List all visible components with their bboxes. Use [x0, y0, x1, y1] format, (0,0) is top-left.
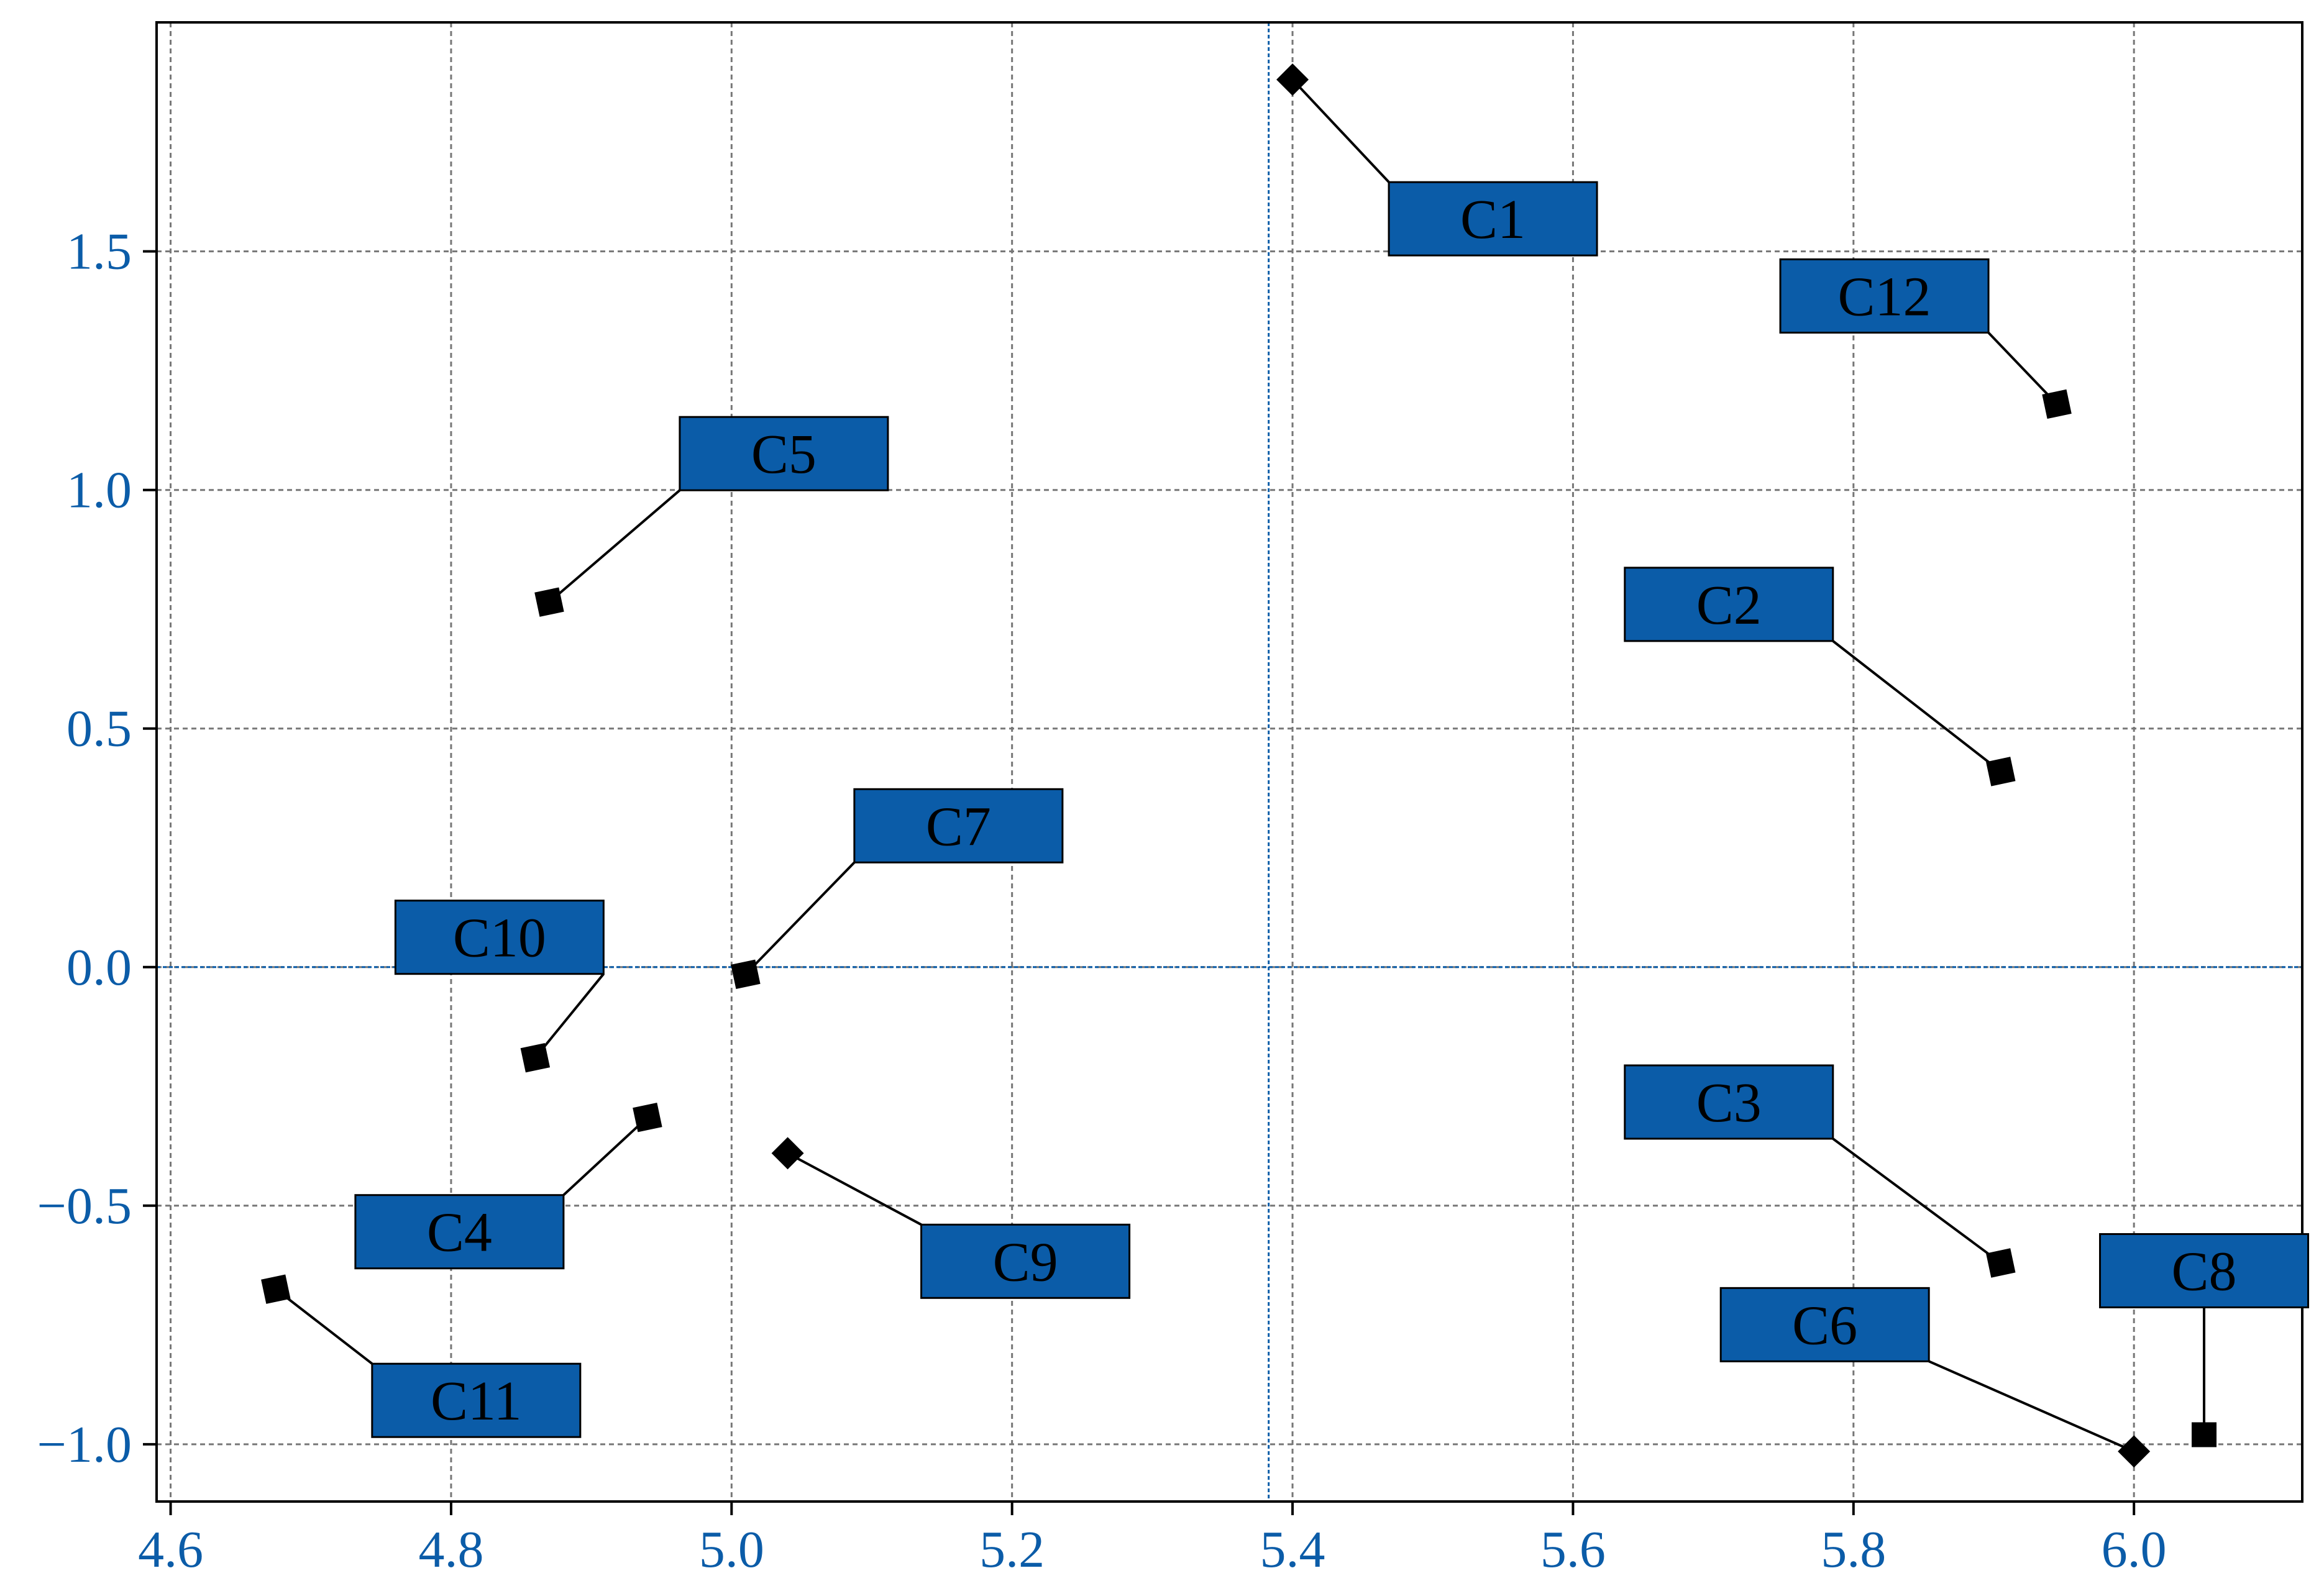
label-leader-c2	[1832, 640, 2002, 773]
x-tick-label: 5.6	[1540, 1521, 1606, 1579]
label-leader-c12	[1987, 332, 2058, 405]
data-point-c4	[633, 1102, 662, 1133]
data-point-c11	[261, 1274, 291, 1304]
x-tick-label: 4.8	[418, 1521, 483, 1579]
label-leader-c7	[744, 861, 856, 975]
point-label-box-c9	[920, 1223, 1131, 1299]
data-point-c7	[731, 959, 761, 990]
label-leader-c9	[787, 1152, 922, 1226]
data-point-c8	[2192, 1422, 2217, 1447]
label-leader-c11	[275, 1288, 373, 1365]
label-leaders	[275, 78, 2206, 1453]
x-tick-label: 5.0	[699, 1521, 764, 1579]
point-label-c12: C12	[1838, 266, 1931, 327]
x-tick-label: 5.8	[1821, 1521, 1886, 1579]
data-point-c10	[520, 1042, 551, 1073]
point-label-box-c1	[1388, 181, 1598, 257]
point-label-c6: C6	[1792, 1295, 1857, 1356]
grid	[157, 22, 2302, 1502]
point-label-box-c5	[679, 416, 889, 491]
data-point-c9	[771, 1137, 804, 1170]
label-leader-c4	[562, 1116, 649, 1196]
y-tick-label: 0.5	[66, 700, 132, 758]
point-label-c9: C9	[993, 1231, 1058, 1293]
y-tick-label: 1.5	[66, 223, 132, 281]
point-label-box-c12	[1779, 258, 1990, 334]
data-point-c2	[1986, 757, 2016, 786]
point-label-box-c8	[2099, 1233, 2310, 1308]
data-point-c12	[2042, 389, 2072, 419]
point-label-c10: C10	[453, 908, 546, 969]
point-label-box-c7	[853, 788, 1064, 864]
point-label-box-c3	[1624, 1064, 1834, 1140]
point-label-c5: C5	[751, 424, 817, 485]
label-leader-c5	[548, 489, 681, 603]
y-tick-label: 1.0	[66, 462, 132, 519]
data-point-c6	[2118, 1435, 2151, 1468]
point-label-box-c10	[394, 900, 605, 975]
x-tick-label: 5.2	[979, 1521, 1045, 1579]
point-labels: C1 C2 C3 C4 C5 C6 C7 C8 C9 C10 C11 C12	[354, 181, 2310, 1438]
axis-ticks: 4.6 4.8 5.0 5.2 5.4 5.6 5.8 6.0 −1.0 −0.5 0.0 0.5 1.…	[37, 223, 2167, 1579]
point-label-c1: C1	[1460, 189, 1526, 250]
label-leader-c6	[1928, 1360, 2134, 1453]
point-label-c7: C7	[926, 796, 991, 857]
data-point-c1	[1276, 63, 1309, 96]
y-tick-label: −0.5	[37, 1177, 132, 1235]
label-leader-c10	[534, 973, 605, 1059]
x-tick-label: 6.0	[2102, 1521, 2167, 1579]
label-leader-c3	[1832, 1137, 2001, 1264]
plot-frame	[155, 21, 2303, 1503]
point-label-c4: C4	[427, 1202, 492, 1264]
point-label-c8: C8	[2172, 1241, 2237, 1302]
data-markers	[261, 63, 2217, 1468]
point-label-c2: C2	[1696, 575, 1762, 636]
point-label-c3: C3	[1696, 1072, 1762, 1134]
point-label-box-c11	[371, 1362, 582, 1438]
data-point-c5	[534, 587, 564, 617]
data-point-c3	[1986, 1248, 2016, 1278]
label-leader-c1	[1291, 78, 1390, 183]
point-label-c11: C11	[431, 1370, 522, 1432]
x-tick-label: 5.4	[1260, 1521, 1325, 1579]
point-label-box-c6	[1719, 1287, 1930, 1362]
y-tick-label: 0.0	[66, 939, 132, 996]
point-label-box-c4	[354, 1194, 565, 1270]
point-label-box-c2	[1624, 567, 1834, 642]
x-tick-label: 4.6	[138, 1521, 203, 1579]
y-tick-label: −1.0	[37, 1416, 132, 1474]
